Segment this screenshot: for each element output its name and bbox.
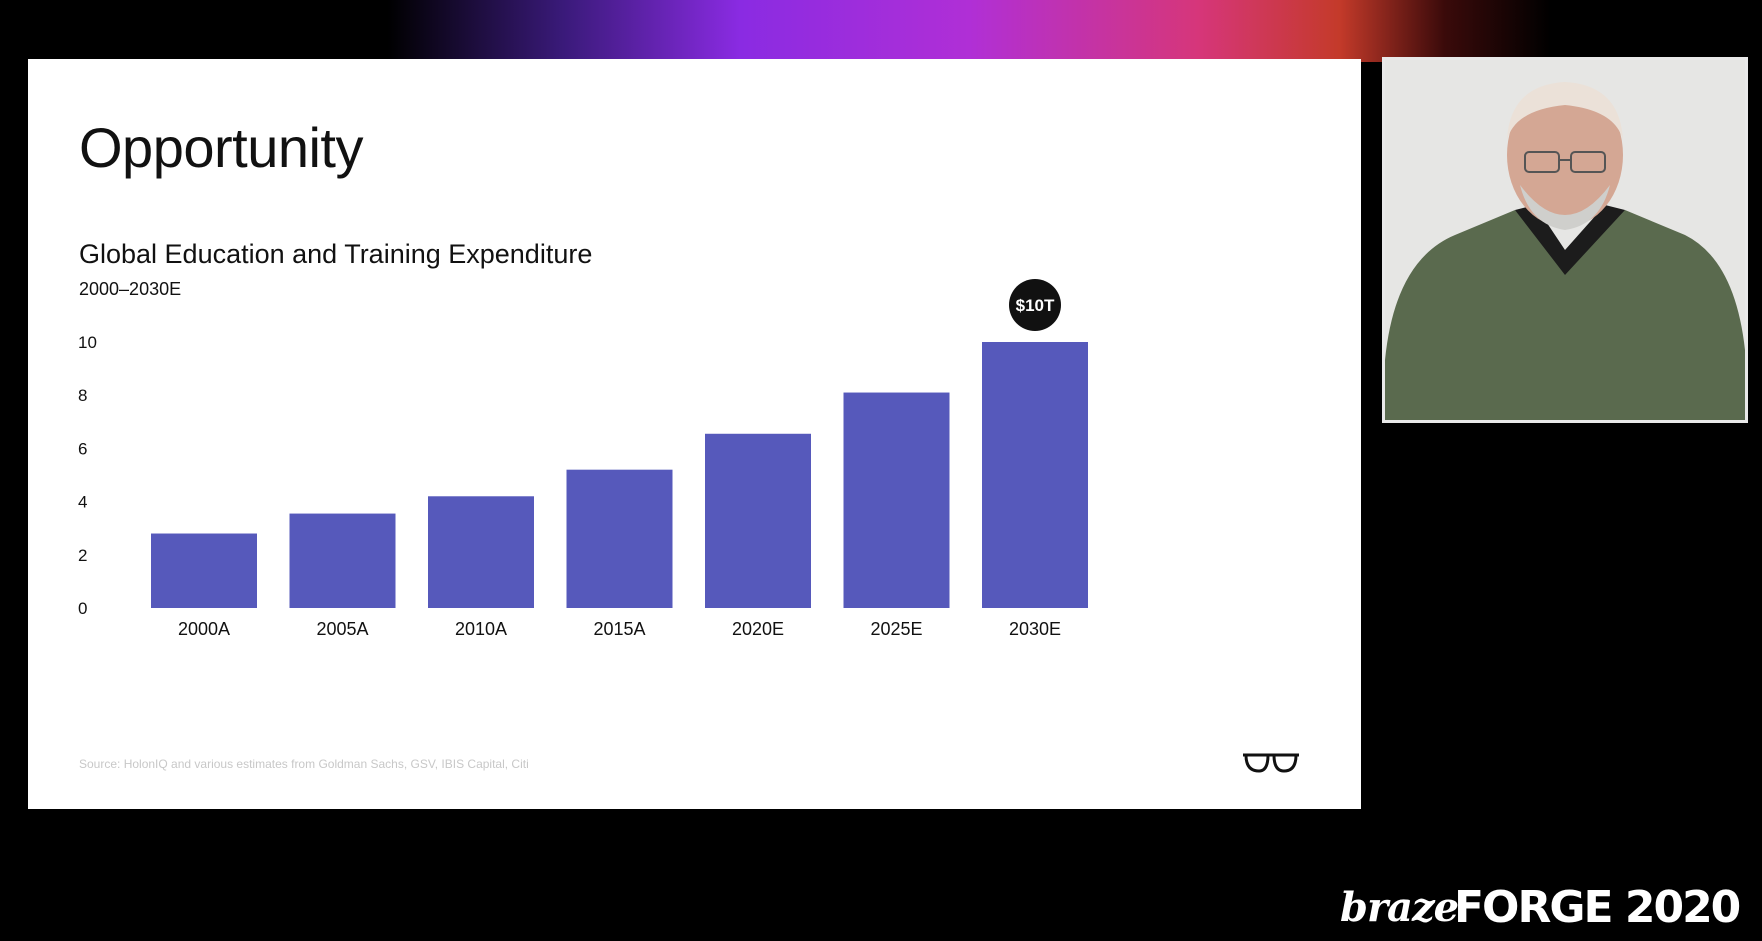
bar-chart: 0 2 4 6 8 10 2000A 2005A 2010A 2015A 2020E 2025E 203… [78,279,1088,639]
chart-subtitle: 2000–2030E [79,279,182,299]
x-tick-label: 2010A [455,619,507,639]
bar-2020E [705,433,811,608]
bar-2025E [843,392,950,608]
y-tick-label: 2 [78,546,87,565]
speaker-webcam-video [1382,57,1748,423]
y-tick-label: 0 [78,599,87,618]
x-tick-label: 2000A [178,619,230,639]
x-tick-label: 2015A [593,619,645,639]
bar-2005A [289,513,396,608]
presentation-slide: Opportunity Global Education and Trainin… [28,59,1361,809]
braze-logo-text: braze [1340,884,1459,931]
x-tick-label: 2005A [316,619,368,639]
speaker-silhouette [1385,60,1745,420]
bar-2015A [566,469,673,608]
bar-2030E [982,342,1088,608]
bar-2010A [428,496,534,608]
source-note: Source: HolonIQ and various estimates fr… [79,757,529,771]
y-tick-label: 8 [78,386,87,405]
forge-2020-logo-text: FORGE 2020 [1454,882,1741,933]
callout-label: $10T [1016,296,1055,315]
y-tick-label: 6 [78,439,87,458]
x-tick-label: 2020E [732,619,784,639]
callout-badge [1009,279,1061,331]
glasses-icon [1243,753,1299,773]
bar-2000A [151,533,257,608]
event-branding: braze FORGE 2020 [1336,880,1756,936]
x-tick-label: 2030E [1009,619,1061,639]
y-tick-label: 4 [78,493,87,512]
slide-title: Opportunity [79,116,364,179]
top-gradient-banner [0,0,1762,62]
chart-title: Global Education and Training Expenditur… [79,239,593,269]
x-tick-label: 2025E [870,619,922,639]
y-tick-label: 10 [78,333,97,352]
